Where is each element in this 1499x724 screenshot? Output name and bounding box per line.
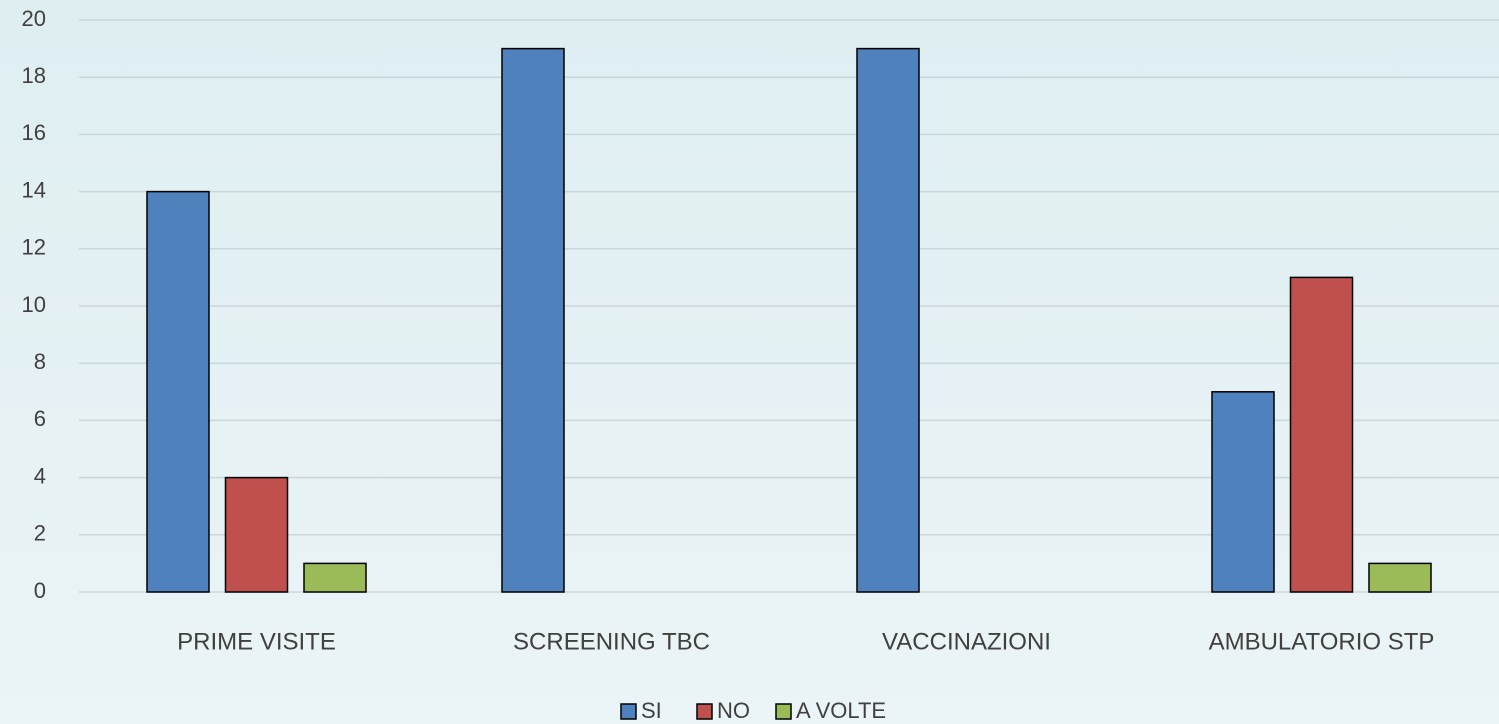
- x-tick-label: PRIME VISITE: [177, 628, 336, 655]
- y-tick-label: 12: [22, 235, 46, 260]
- legend-swatch: [696, 703, 713, 720]
- y-tick-label: 2: [34, 521, 46, 546]
- bar: [1211, 391, 1275, 593]
- y-tick-label: 20: [22, 6, 46, 31]
- y-tick-label: 14: [22, 177, 46, 202]
- legend-label: A VOLTE: [796, 698, 886, 723]
- legend-label: NO: [717, 698, 750, 723]
- bar: [303, 562, 367, 593]
- bar: [1368, 562, 1432, 593]
- y-tick-label: 10: [22, 292, 46, 317]
- legend-swatch: [775, 703, 792, 720]
- y-tick-label: 18: [22, 63, 46, 88]
- x-tick-label: SCREENING TBC: [513, 628, 710, 655]
- bar: [146, 190, 210, 593]
- bar: [1289, 276, 1354, 593]
- bar: [856, 47, 920, 593]
- bar: [224, 476, 289, 593]
- x-tick-label: VACCINAZIONI: [882, 628, 1051, 655]
- y-tick-label: 6: [34, 406, 46, 431]
- legend-label: SI: [641, 698, 662, 723]
- legend-swatch: [620, 703, 637, 720]
- x-tick-label: AMBULATORIO STP: [1209, 628, 1435, 655]
- y-tick-label: 4: [34, 463, 46, 488]
- y-tick-label: 16: [22, 120, 46, 145]
- y-tick-label: 8: [34, 349, 46, 374]
- bar: [501, 47, 565, 593]
- y-tick-label: 0: [34, 578, 46, 603]
